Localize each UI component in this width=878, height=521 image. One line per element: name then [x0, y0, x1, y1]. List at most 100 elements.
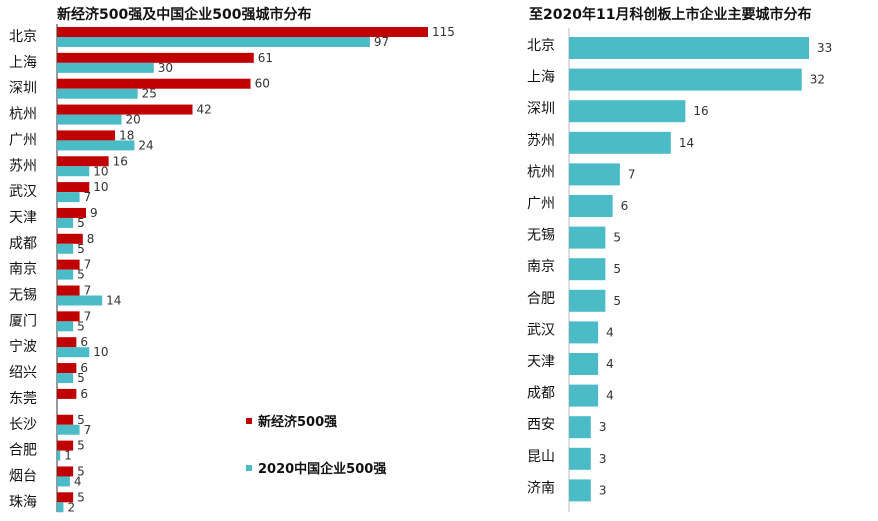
right-bar [569, 226, 606, 249]
right-data-label: 6 [621, 199, 629, 213]
right-bar [569, 37, 809, 59]
left-data-label-series-1: 6 [80, 387, 88, 401]
left-category-label: 南京 [9, 262, 37, 278]
left-category-label: 杭州 [9, 107, 37, 123]
left-data-label-series-1: 6 [80, 361, 88, 375]
right-data-label: 16 [693, 104, 708, 118]
left-bar-series-2 [57, 269, 74, 280]
left-category-label: 长沙 [9, 417, 37, 433]
left-bar-series-1 [57, 52, 254, 63]
right-category-label: 成都 [527, 386, 555, 402]
left-bar-series-2 [57, 502, 64, 513]
left-data-label-series-2: 4 [74, 474, 82, 488]
right-data-label: 32 [810, 73, 825, 87]
left-bar-series-1 [57, 440, 74, 451]
right-category-label: 无锡 [527, 228, 555, 244]
left-bar-series-1 [57, 285, 80, 296]
left-category-label: 上海 [9, 55, 37, 71]
right-category-label: 合肥 [527, 291, 555, 307]
right-data-label: 5 [613, 262, 621, 276]
left-category-label: 北京 [9, 29, 37, 45]
left-bar-series-2 [57, 243, 74, 254]
left-data-label-series-2: 1 [64, 449, 72, 463]
left-bar-series-1 [57, 27, 428, 37]
right-bar [569, 258, 606, 281]
right-bar [569, 289, 606, 312]
left-category-label: 东莞 [9, 391, 37, 407]
right-category-label: 济南 [527, 480, 555, 496]
right-data-label: 14 [679, 136, 694, 150]
right-bar [569, 479, 591, 502]
left-bar-series-1 [57, 156, 109, 167]
right-bar [569, 100, 686, 123]
left-category-label: 绍兴 [9, 365, 37, 381]
left-bar-series-2 [57, 295, 103, 306]
left-bar-series-2 [57, 321, 74, 332]
right-category-label: 北京 [527, 38, 555, 54]
left-data-label-series-2: 2 [67, 500, 75, 514]
left-data-label-series-2: 10 [93, 164, 108, 178]
left-bar-series-1 [57, 207, 87, 218]
left-data-label-series-2: 10 [93, 345, 108, 359]
right-data-label: 4 [606, 357, 614, 371]
legend-swatch-series-2 [246, 464, 252, 471]
right-category-label: 昆山 [527, 449, 555, 465]
legend-label-series-1: 新经济500强 [258, 415, 338, 430]
right-category-label: 西安 [527, 417, 555, 433]
left-bar-series-1 [57, 182, 90, 193]
left-chart-title: 新经济500强及中国企业500强城市分布 [57, 7, 312, 23]
left-data-label-series-2: 7 [84, 423, 92, 437]
right-category-label: 深圳 [527, 101, 555, 117]
left-bar-series-1 [57, 414, 74, 425]
right-category-label: 上海 [527, 70, 555, 86]
left-data-label-series-1: 7 [84, 258, 92, 272]
left-bar-series-2 [57, 192, 80, 203]
left-category-label: 厦门 [9, 313, 37, 329]
left-data-label-series-1: 115 [432, 25, 455, 39]
left-bar-series-2 [57, 140, 135, 151]
right-category-label: 南京 [527, 259, 555, 275]
right-bar [569, 321, 599, 344]
right-category-label: 武汉 [527, 322, 555, 338]
left-data-label-series-2: 5 [77, 242, 85, 256]
left-data-label-series-2: 7 [84, 190, 92, 204]
left-category-label: 无锡 [9, 288, 37, 304]
left-category-label: 深圳 [9, 81, 37, 97]
left-bar-series-1 [57, 311, 80, 322]
left-data-label-series-2: 25 [142, 87, 157, 101]
left-data-label-series-2: 5 [77, 216, 85, 230]
left-data-label-series-1: 10 [93, 180, 108, 194]
left-bar-series-2 [57, 424, 80, 435]
left-data-label-series-1: 5 [77, 413, 85, 427]
left-data-label-series-1: 7 [84, 284, 92, 298]
left-category-label: 广州 [9, 132, 37, 148]
left-bar-series-1 [57, 388, 77, 399]
right-data-label: 3 [599, 452, 607, 466]
right-data-label: 4 [606, 389, 614, 403]
left-data-label-series-2: 5 [77, 319, 85, 333]
right-bar [569, 353, 599, 375]
right-category-label: 广州 [527, 196, 555, 212]
left-category-label: 珠海 [9, 494, 37, 510]
right-category-label: 苏州 [527, 133, 555, 149]
left-bar-series-2 [57, 476, 70, 487]
left-bar-series-2 [57, 450, 61, 461]
right-bar [569, 416, 591, 439]
left-bar-series-1 [57, 466, 74, 477]
left-category-label: 武汉 [9, 184, 37, 200]
left-data-label-series-2: 30 [158, 61, 173, 75]
right-data-label: 5 [613, 231, 621, 245]
left-category-label: 烟台 [9, 468, 37, 484]
left-data-label-series-1: 5 [77, 464, 85, 478]
right-bar [569, 163, 620, 186]
left-data-label-series-2: 97 [374, 35, 389, 49]
left-category-label: 苏州 [9, 158, 37, 174]
left-category-label: 天津 [9, 210, 37, 226]
legend-item-series-2: 2020中国企业500强 [246, 458, 386, 477]
right-category-label: 杭州 [527, 164, 555, 180]
right-data-label: 3 [599, 420, 607, 434]
left-category-label: 合肥 [9, 443, 37, 459]
left-data-label-series-1: 18 [119, 128, 134, 142]
left-data-label-series-2: 5 [77, 268, 85, 282]
